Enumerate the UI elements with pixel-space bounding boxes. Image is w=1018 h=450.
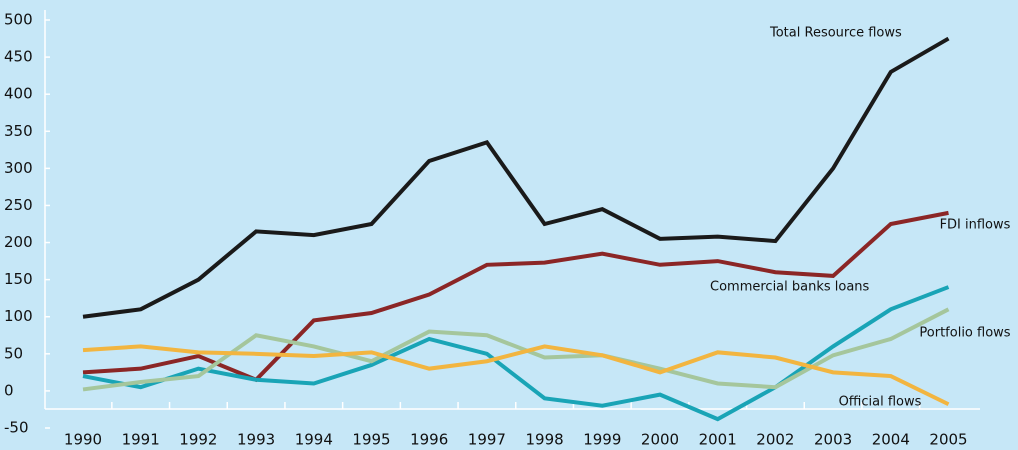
x-tick-label: 1995 [352,431,390,449]
y-tick-label: 200 [4,233,33,251]
series-line [82,36,950,319]
y-tick-label: 100 [4,307,33,325]
y-tick-label: 50 [4,344,23,362]
x-tick-label: 1994 [295,431,333,449]
y-tick-label: 250 [4,196,33,214]
x-tick-label: 1990 [64,431,102,449]
x-tick-label: 2005 [929,431,967,449]
y-tick-label: 150 [4,270,33,288]
x-tick-label: 1997 [468,431,506,449]
x-tick-label: 2003 [814,431,852,449]
x-tick-label: 1991 [122,431,160,449]
series-label: FDI inflows [940,218,1011,233]
x-tick-label: 1999 [583,431,621,449]
series-label: Portfolio flows [919,326,1010,341]
y-tick-label: 500 [4,11,33,29]
x-tick-label: 1998 [526,431,564,449]
y-tick-label: 400 [4,85,33,103]
x-tick-label: 1993 [237,431,275,449]
series-line [82,210,949,383]
x-tick-label: 2004 [872,431,910,449]
x-tick-label: 2002 [756,431,794,449]
x-tick-label: 2001 [699,431,737,449]
y-tick-label: 450 [4,48,33,66]
series-line [82,307,950,392]
y-tick-label: 300 [4,159,33,177]
x-tick-label: 2000 [641,431,679,449]
series-line [82,344,950,407]
y-tick-label: -50 [4,419,29,437]
series-label: Commercial banks loans [710,280,870,295]
x-tick-label: 1992 [179,431,217,449]
series-label: Total Resource flows [769,26,902,41]
y-tick-label: 350 [4,122,33,140]
y-tick-label: 0 [4,381,14,399]
x-tick-label: 1996 [410,431,448,449]
series-label: Official flows [839,395,922,410]
